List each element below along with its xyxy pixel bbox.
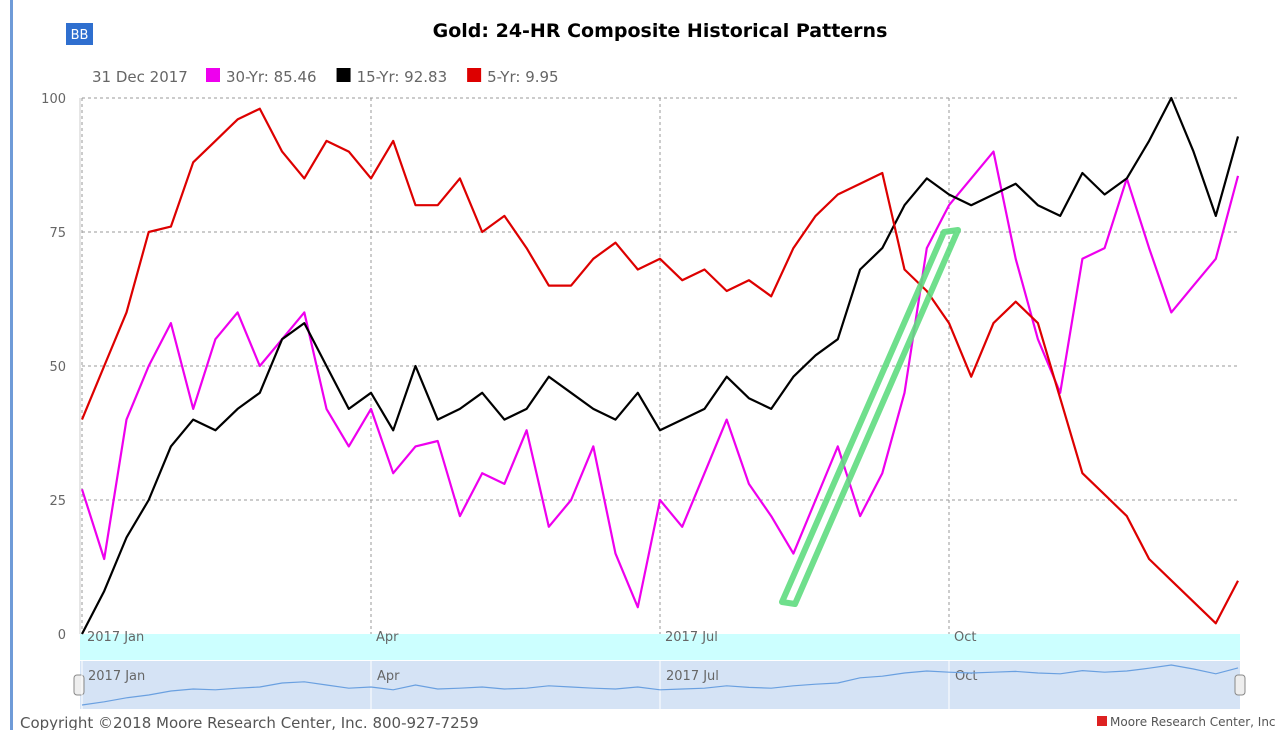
bb-button[interactable] xyxy=(66,23,93,45)
x-tick-label: 2017 Jul xyxy=(665,630,718,645)
navigator-label: Apr xyxy=(377,669,400,684)
bb-label[interactable]: BB xyxy=(71,28,89,43)
footer: Copyright ©2018 Moore Research Center, I… xyxy=(20,714,479,730)
y-tick-label: 0 xyxy=(58,628,66,643)
credit: Moore Research Center, Inc. xyxy=(1110,715,1275,729)
navigator-label: Oct xyxy=(955,669,977,684)
credit-icon xyxy=(1097,716,1107,726)
x-axis-band xyxy=(80,634,1240,660)
legend-swatch xyxy=(336,68,351,82)
navigator-line xyxy=(81,664,1239,706)
x-tick-label: Apr xyxy=(376,630,399,645)
navigator-label: 2017 Jan xyxy=(88,669,145,684)
y-tick-label: 100 xyxy=(41,92,66,107)
trend-arrow xyxy=(779,227,961,607)
x-tick-label: Oct xyxy=(954,630,976,645)
legend-swatch xyxy=(206,68,220,82)
series-line xyxy=(80,107,1239,625)
legend-label: 30-Yr: 85.46 xyxy=(226,68,317,86)
chart-title: Gold: 24-HR Composite Historical Pattern… xyxy=(433,20,888,42)
left-border xyxy=(10,0,13,730)
legend-date: 31 Dec 2017 xyxy=(92,68,188,86)
x-tick-label: 2017 Jan xyxy=(87,630,144,645)
navigator-label: 2017 Jul xyxy=(666,669,719,684)
legend-label: 15-Yr: 92.83 xyxy=(357,68,448,86)
legend-swatch xyxy=(467,68,482,82)
y-tick-label: 25 xyxy=(49,494,66,509)
legend-label: 5-Yr: 9.95 xyxy=(487,68,558,86)
series-line xyxy=(80,150,1240,609)
navigator-handle-right[interactable] xyxy=(1234,674,1246,696)
y-tick-label: 50 xyxy=(49,360,66,375)
series-line xyxy=(81,96,1240,635)
y-tick-label: 75 xyxy=(49,226,66,241)
